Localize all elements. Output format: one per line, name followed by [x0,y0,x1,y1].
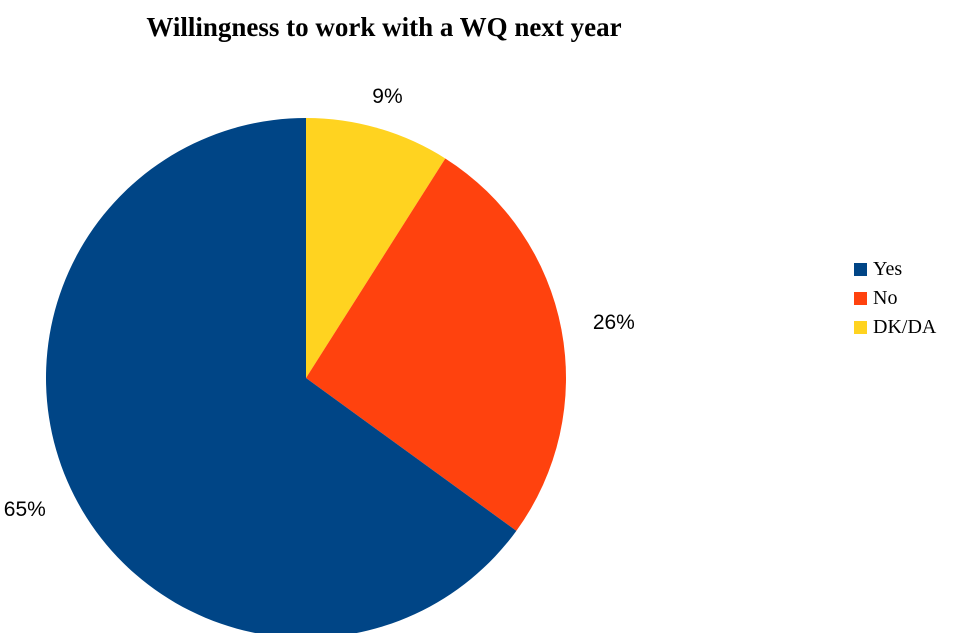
legend-label-no: No [873,287,897,309]
slice-label-yes: 65% [4,498,46,521]
slice-labels: 9% 26% 65% [4,85,635,521]
legend-swatch-no [854,292,867,305]
legend: Yes No DK/DA [854,258,937,338]
legend-label-dk-da: DK/DA [873,316,937,338]
legend-swatch-dk-da [854,321,867,334]
pie-slice-yes [46,118,517,633]
slice-label-no: 26% [593,311,635,334]
legend-label-yes: Yes [873,258,902,280]
pie-slice-no [306,158,566,531]
chart-title: Willingness to work with a WQ next year [146,12,621,42]
slice-label-dk-da: 9% [372,85,402,108]
legend-swatch-yes [854,263,867,276]
pie-slices [46,118,566,633]
pie-slice-dk-da [306,118,446,378]
